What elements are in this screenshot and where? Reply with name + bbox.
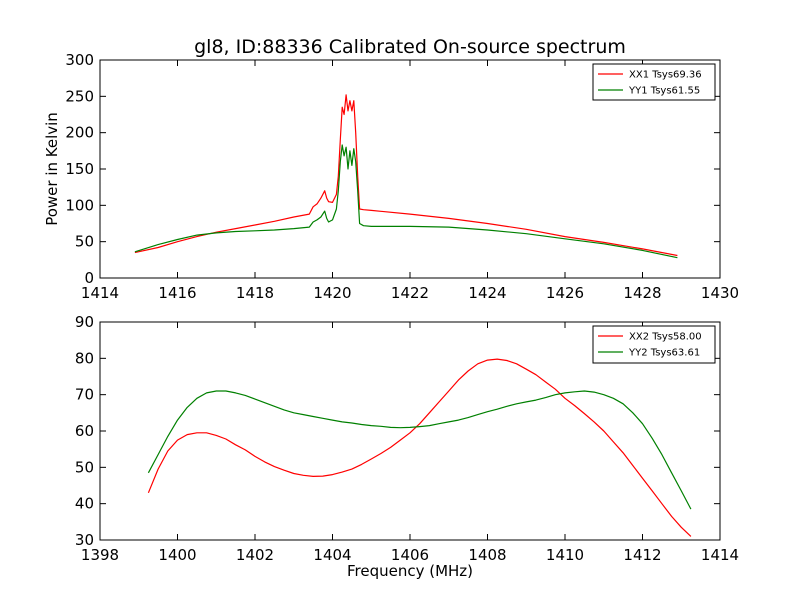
legend-label-xx2: XX2 Tsys58.00 <box>629 332 702 343</box>
chart-bottom-legend: XX2 Tsys58.00 YY2 Tsys63.61 <box>592 325 716 364</box>
legend-box <box>592 325 716 364</box>
x-tick-label: 1414 <box>81 284 119 302</box>
y-tick-label: 30 <box>75 531 94 549</box>
x-tick-label: 1404 <box>313 546 351 564</box>
x-tick-label: 1402 <box>236 546 274 564</box>
x-tick-label: 1398 <box>81 546 119 564</box>
y-tick-label: 50 <box>75 233 94 251</box>
y-tick-label: 250 <box>65 87 94 105</box>
x-tick-label: 1408 <box>468 546 506 564</box>
chart-top-ylabel: Power in Kelvin <box>43 112 61 226</box>
chart-bottom-xlabel: Frequency (MHz) <box>347 562 473 580</box>
y-tick-label: 200 <box>65 124 94 142</box>
x-tick-label: 1416 <box>158 284 196 302</box>
y-tick-label: 300 <box>65 51 94 69</box>
x-tick-label: 1426 <box>546 284 584 302</box>
chart-top: 1414 1416 1418 1420 1422 1424 1426 1428 1430 0 50 1… <box>43 51 739 302</box>
chart-title: gl8, ID:88336 Calibrated On-source spect… <box>194 36 626 58</box>
chart-bottom-frame <box>99 321 721 541</box>
series-line-yy2 <box>147 390 692 510</box>
x-tick-label: 1410 <box>546 546 584 564</box>
legend-label-xx1: XX1 Tsys69.36 <box>629 70 702 81</box>
chart-top-legend: XX1 Tsys69.36 YY1 Tsys61.55 <box>592 63 716 101</box>
series-line-xx2 <box>147 358 692 537</box>
chart-top-series-layer <box>134 94 678 259</box>
x-tick-label: 1430 <box>701 284 739 302</box>
y-tick-label: 0 <box>84 269 94 287</box>
y-tick-label: 60 <box>75 422 94 440</box>
x-tick-label: 1400 <box>158 546 196 564</box>
series-line-xx1 <box>134 94 678 257</box>
chart-bottom-series-layer <box>147 358 692 537</box>
x-tick-label: 1412 <box>623 546 661 564</box>
x-tick-label: 1428 <box>623 284 661 302</box>
y-tick-label: 40 <box>75 495 94 513</box>
y-tick-label: 80 <box>75 349 94 367</box>
series-line-yy1 <box>134 144 678 259</box>
legend-box <box>592 63 716 101</box>
chart-bottom: 1398 1400 1402 1404 1406 1408 1410 1412 1414 30 40… <box>75 313 739 580</box>
x-tick-label: 1424 <box>468 284 506 302</box>
x-tick-label: 1406 <box>391 546 429 564</box>
x-tick-label: 1422 <box>391 284 429 302</box>
x-tick-label: 1414 <box>701 546 739 564</box>
legend-label-yy1: YY1 Tsys61.55 <box>628 86 700 97</box>
y-tick-label: 50 <box>75 458 94 476</box>
y-tick-label: 100 <box>65 196 94 214</box>
y-tick-label: 150 <box>65 160 94 178</box>
legend-label-yy2: YY2 Tsys63.61 <box>628 348 700 359</box>
chart-top-ticks: 1414 1416 1418 1420 1422 1424 1426 1428 1430 0 50 1… <box>65 51 739 302</box>
x-tick-label: 1420 <box>313 284 351 302</box>
x-tick-label: 1418 <box>236 284 274 302</box>
y-tick-label: 90 <box>75 313 94 331</box>
chart-bottom-ticks: 1398 1400 1402 1404 1406 1408 1410 1412 1414 30 40… <box>75 313 739 564</box>
chart-top-frame <box>99 59 721 279</box>
y-tick-label: 70 <box>75 386 94 404</box>
